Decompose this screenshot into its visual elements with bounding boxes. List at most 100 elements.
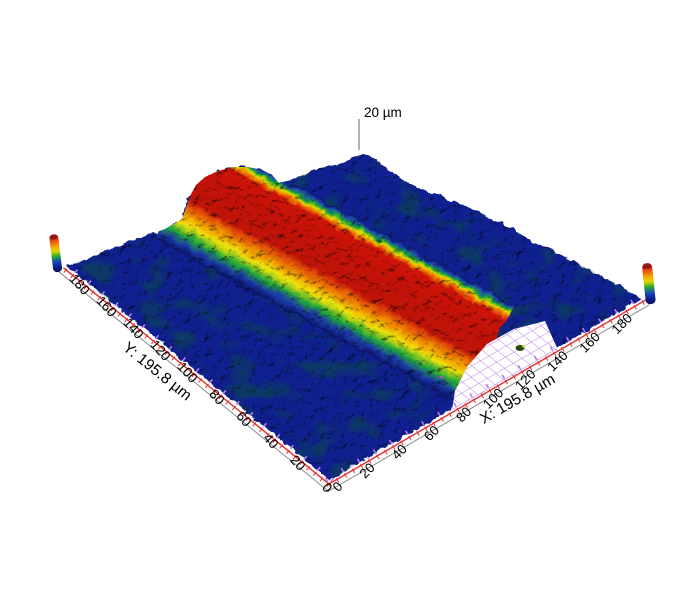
axis-tick: [577, 337, 581, 343]
axis-tick: [312, 471, 317, 477]
base-grid-tick: [181, 356, 187, 362]
axis-outer-line: [58, 271, 330, 493]
axis-tick: [432, 421, 436, 427]
height-colorbar-right: [642, 263, 656, 305]
colorbar-top-cap: [642, 264, 652, 269]
axis-tick: [124, 317, 129, 323]
base-grid-tick: [208, 378, 213, 384]
axis-tick: [424, 426, 428, 432]
axis-tick: [76, 279, 81, 284]
z-scale-label: 20 µm: [364, 105, 402, 120]
axis-tick: [63, 268, 68, 273]
axis-tick: [359, 463, 364, 469]
axis-tick: [117, 312, 122, 317]
axis-line: [326, 299, 647, 486]
axis-tick: [198, 378, 203, 383]
colorbar-top-cap: [49, 235, 58, 240]
axis-tick: [504, 379, 509, 385]
axis-tick: [245, 416, 250, 422]
axis-tick: [319, 477, 324, 482]
base-grid-tick: [74, 269, 79, 274]
base-grid-tick: [388, 439, 393, 445]
axis-tick: [83, 284, 88, 290]
axis-tick: [456, 407, 460, 413]
base-grid-tick: [141, 323, 146, 329]
base-grid-tick: [168, 345, 173, 351]
axis-tick: [258, 427, 263, 433]
base-grid-tick: [485, 383, 490, 389]
base-grid-tick: [316, 466, 321, 472]
axis-tick: [496, 384, 501, 390]
base-grid-tick: [128, 312, 133, 318]
axis-tick: [351, 468, 356, 474]
axis-tick: [335, 477, 340, 483]
base-grid-tick: [249, 411, 254, 417]
axis-tick: [285, 449, 290, 455]
axis-tick: [528, 365, 533, 371]
axis-tick: [292, 455, 297, 460]
axis-x-tick-label: 40: [389, 441, 410, 462]
axis-tick: [151, 339, 156, 345]
grid-debris-speck: [522, 345, 525, 348]
axis-tick: [70, 273, 75, 279]
axis-tick: [326, 482, 331, 488]
base-grid-tick: [101, 290, 106, 296]
base-grid-tick: [303, 455, 308, 461]
base-grid-tick: [453, 402, 457, 408]
base-grid-tick: [154, 334, 160, 340]
base-grid-tick: [222, 389, 227, 395]
axis-tick: [90, 290, 95, 295]
base-grid-tick: [372, 449, 377, 454]
base-grid-tick: [276, 433, 281, 439]
base-grid-tick: [533, 355, 538, 361]
axis-tick: [641, 300, 645, 306]
axis-tick: [472, 398, 476, 404]
base-grid-tick: [87, 280, 92, 285]
floor-pink-speck: [439, 375, 443, 379]
base-grid-tick: [565, 336, 570, 342]
axis-tick: [144, 334, 149, 339]
base-grid-tick: [581, 327, 586, 333]
base-grid-tick: [469, 392, 473, 398]
axis-tick: [205, 383, 209, 389]
axis-tick: [191, 372, 196, 378]
base-grid-tick: [549, 346, 554, 351]
axis-tick: [238, 411, 243, 416]
base-grid-tick: [614, 308, 618, 314]
axis-tick: [130, 323, 135, 328]
axis-tick: [440, 417, 444, 422]
axis-tick: [512, 374, 517, 380]
axis-tick: [545, 356, 549, 362]
axis-tick: [225, 400, 230, 405]
axis-tick: [536, 360, 541, 366]
axis-tick: [103, 301, 108, 306]
axis-tick: [110, 306, 115, 312]
base-grid-tick: [356, 458, 361, 464]
axis-tick: [617, 314, 621, 320]
base-grid-tick: [262, 422, 267, 428]
axis-tick: [400, 440, 404, 446]
base-grid-tick: [195, 367, 200, 373]
axis-tick: [343, 473, 348, 478]
axis-tick: [164, 350, 169, 356]
axis-y-tick-label: 60: [233, 408, 254, 429]
axis-tick: [520, 370, 525, 376]
base-grid-tick: [324, 477, 329, 482]
axis-tick: [416, 431, 420, 436]
base-grid-patch: [452, 321, 558, 410]
axis-tick: [392, 445, 396, 450]
axis-tick: [376, 454, 380, 460]
axis-tick: [569, 342, 573, 348]
base-grid-tick: [330, 477, 335, 483]
axis-tick: [272, 438, 277, 444]
axis-tick: [448, 412, 452, 418]
axis-tick: [178, 361, 183, 367]
axis-tick: [601, 323, 605, 329]
axis-tick: [157, 345, 162, 350]
axis-tick: [97, 295, 102, 301]
axis-tick: [488, 388, 493, 394]
axis-tick: [384, 449, 388, 455]
axis-tick: [299, 460, 304, 466]
